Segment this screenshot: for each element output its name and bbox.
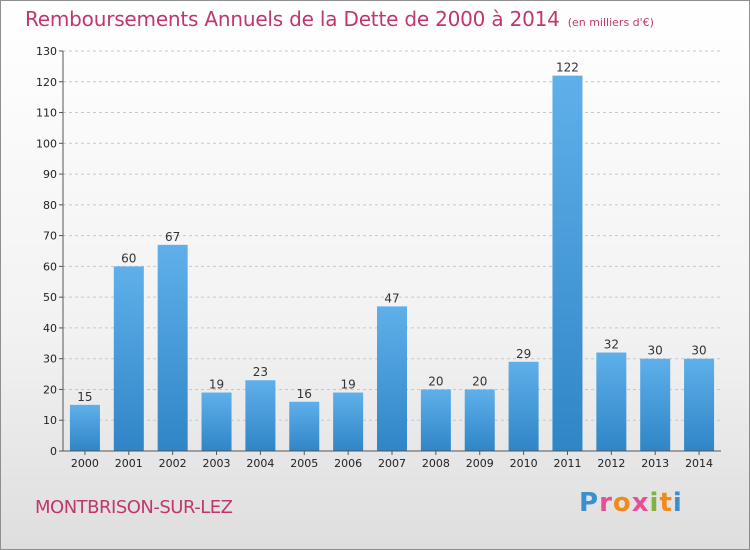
y-tick-label: 110 xyxy=(36,107,57,120)
bar xyxy=(245,380,276,451)
x-tick-label: 2003 xyxy=(203,457,231,470)
x-tick-label: 2005 xyxy=(290,457,318,470)
bar-value-label: 20 xyxy=(428,374,443,388)
y-tick-label: 90 xyxy=(43,168,57,181)
x-tick-label: 2012 xyxy=(597,457,625,470)
y-tick-label: 80 xyxy=(43,199,57,212)
chart-title-text: Remboursements Annuels de la Dette de 20… xyxy=(25,7,560,31)
y-tick-label: 40 xyxy=(43,322,57,335)
x-tick-label: 2014 xyxy=(685,457,713,470)
bar-value-label: 19 xyxy=(209,378,224,392)
bar xyxy=(289,401,320,451)
bar-value-label: 29 xyxy=(516,347,531,361)
bar-value-label: 30 xyxy=(648,344,663,358)
y-tick-label: 20 xyxy=(43,383,57,396)
logo-letter: r xyxy=(599,488,613,518)
y-tick-label: 0 xyxy=(50,445,57,458)
bar xyxy=(508,361,539,451)
x-tick-label: 2010 xyxy=(510,457,538,470)
x-tick-label: 2013 xyxy=(641,457,669,470)
bar-value-label: 67 xyxy=(165,230,180,244)
bar-value-label: 20 xyxy=(472,374,487,388)
logo-letter: i xyxy=(649,488,660,518)
y-tick-label: 70 xyxy=(43,230,57,243)
bar xyxy=(113,266,144,451)
x-tick-label: 2007 xyxy=(378,457,406,470)
y-tick-label: 120 xyxy=(36,76,57,89)
x-tick-label: 2008 xyxy=(422,457,450,470)
x-tick-label: 2006 xyxy=(334,457,362,470)
chart-subtitle: (en milliers d'€) xyxy=(567,16,654,29)
bar-value-label: 47 xyxy=(384,291,399,305)
bar xyxy=(420,389,451,451)
bar xyxy=(684,358,715,451)
logo-letter: i xyxy=(672,488,683,518)
y-tick-label: 30 xyxy=(43,353,57,366)
bar xyxy=(333,392,364,451)
bar-value-label: 30 xyxy=(691,344,706,358)
axes: 0 10 20 30 40 50 60 70 80 90 100 110 120 130 2000 2001 2… xyxy=(36,45,721,470)
proxiti-logo: Proxiti xyxy=(579,488,683,518)
logo-letter: x xyxy=(631,488,650,518)
x-tick-label: 2009 xyxy=(466,457,494,470)
bar xyxy=(596,352,627,451)
y-tick-label: 100 xyxy=(36,137,57,150)
chart-title: Remboursements Annuels de la Dette de 20… xyxy=(25,7,654,31)
bar xyxy=(464,389,495,451)
y-tick-label: 130 xyxy=(36,45,57,58)
bar xyxy=(640,358,671,451)
bar xyxy=(69,404,100,451)
bar xyxy=(377,306,407,451)
logo-letter: P xyxy=(579,488,600,518)
y-tick-label: 10 xyxy=(43,414,57,427)
logo-letter: o xyxy=(612,488,632,518)
bar-value-label: 60 xyxy=(121,251,136,265)
bar-value-label: 19 xyxy=(340,378,355,392)
bar-value-label: 16 xyxy=(297,387,312,401)
bar xyxy=(201,392,232,451)
bar xyxy=(552,75,583,451)
bar-value-label: 15 xyxy=(77,390,92,404)
x-tick-label: 2004 xyxy=(246,457,274,470)
bar-value-label: 122 xyxy=(556,61,579,75)
y-tick-label: 60 xyxy=(43,260,57,273)
bars: 15 60 67 19 23 16 19 47 20 20 29 122 32 30 30 xyxy=(69,61,715,451)
bar-value-label: 32 xyxy=(604,338,619,352)
y-tick-label: 50 xyxy=(43,291,57,304)
bar-value-label: 23 xyxy=(253,365,268,379)
x-tick-label: 2002 xyxy=(159,457,187,470)
x-tick-label: 2000 xyxy=(71,457,99,470)
x-tick-label: 2001 xyxy=(115,457,143,470)
bar xyxy=(157,244,188,451)
x-tick-label: 2011 xyxy=(553,457,581,470)
logo-letter: t xyxy=(659,488,673,518)
commune-name: MONTBRISON-SUR-LEZ xyxy=(35,497,233,518)
